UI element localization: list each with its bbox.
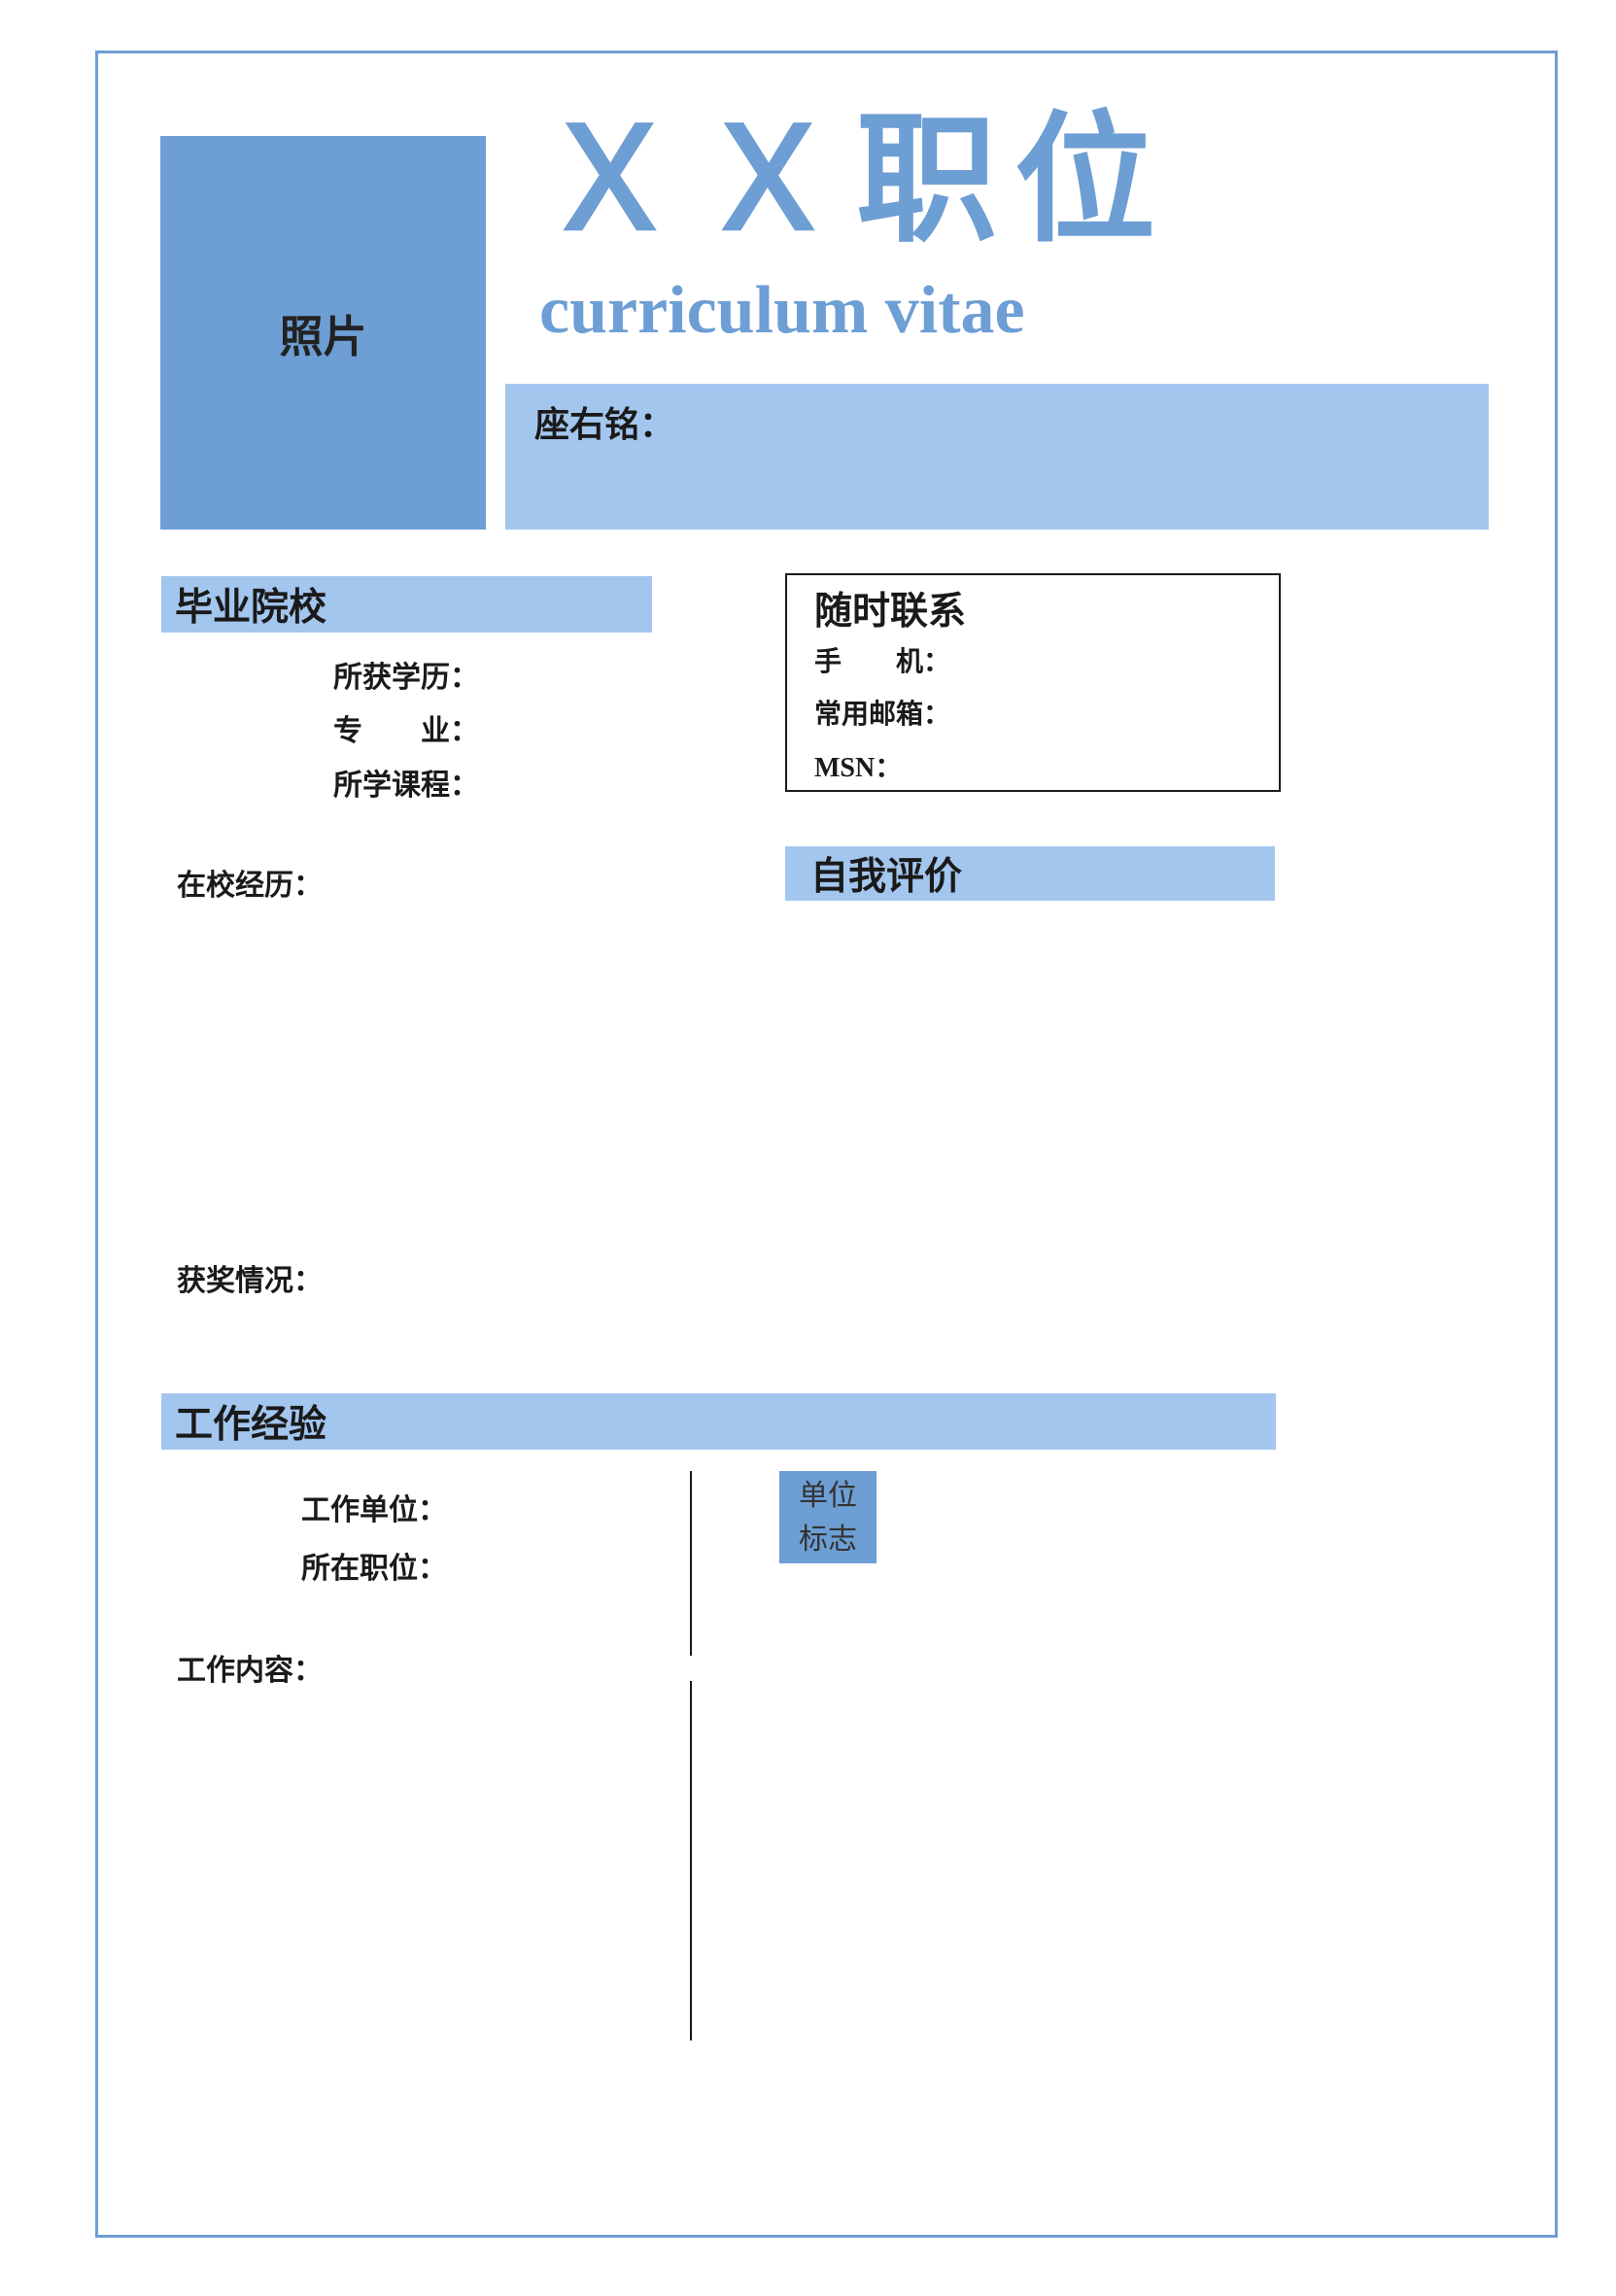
logo-line-2: 标志 bbox=[799, 1518, 857, 1561]
self-evaluation-title: 自我评价 bbox=[810, 846, 962, 901]
work-experience-title: 工作经验 bbox=[175, 1394, 327, 1449]
education-section-header: 毕业院校 bbox=[161, 576, 652, 633]
phone-label: 手 机： bbox=[814, 640, 950, 679]
education-title: 毕业院校 bbox=[175, 577, 327, 632]
awards-label: 获奖情况： bbox=[177, 1256, 323, 1299]
courses-label: 所学课程： bbox=[333, 761, 479, 804]
photo-placeholder: 照片 bbox=[160, 136, 486, 530]
divider-line-upper bbox=[690, 1471, 692, 1656]
in-school-experience-label: 在校经历： bbox=[177, 861, 323, 904]
work-content-label: 工作内容： bbox=[177, 1646, 323, 1689]
self-evaluation-header: 自我评价 bbox=[785, 846, 1275, 901]
position-label: 所在职位： bbox=[301, 1544, 447, 1587]
employer-label: 工作单位： bbox=[301, 1486, 447, 1528]
subtitle: curriculum vitae bbox=[539, 272, 1025, 350]
degree-label: 所获学历： bbox=[333, 653, 479, 696]
company-logo-placeholder: 单位 标志 bbox=[779, 1471, 877, 1563]
email-label: 常用邮箱： bbox=[814, 693, 950, 732]
divider-line-lower bbox=[690, 1681, 692, 2040]
work-experience-header: 工作经验 bbox=[161, 1393, 1276, 1450]
contact-title: 随时联系 bbox=[814, 581, 966, 635]
logo-line-1: 单位 bbox=[799, 1474, 857, 1518]
major-label: 专 业： bbox=[333, 706, 479, 749]
main-title: ＸＸ职位 bbox=[539, 112, 1173, 253]
motto-label: 座右铭： bbox=[534, 396, 674, 447]
photo-label: 照片 bbox=[279, 301, 366, 364]
msn-label: MSN： bbox=[814, 746, 902, 785]
